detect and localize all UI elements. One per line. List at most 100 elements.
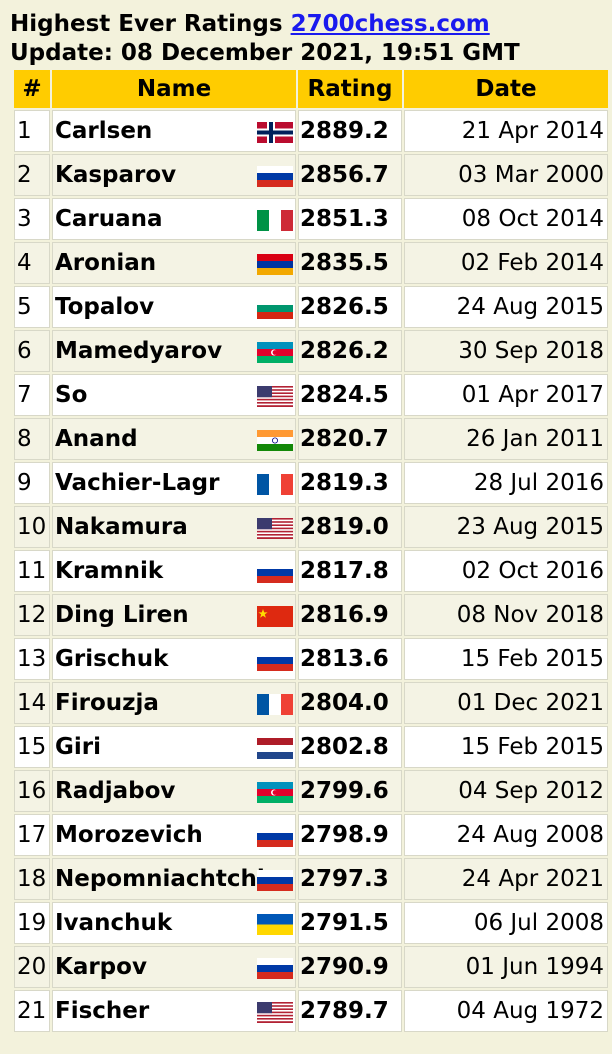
table-row: 20 Karpov 2790.9 01 Jun 1994 [14,946,608,988]
player-name[interactable]: Radjabov [55,778,176,804]
player-name-cell[interactable]: Caruana [52,198,296,240]
usa-flag-icon [257,386,293,407]
player-name[interactable]: Kasparov [55,162,177,188]
player-name[interactable]: Mamedyarov [55,338,223,364]
player-name[interactable]: Vachier-Lagr [55,470,220,496]
table-row: 18 Nepomniachtchi 2797.3 24 Apr 2021 [14,858,608,900]
player-name[interactable]: So [55,382,88,408]
player-name-cell[interactable]: Morozevich [52,814,296,856]
player-name[interactable]: Aronian [55,250,157,276]
player-name[interactable]: Karpov [55,954,147,980]
date-cell: 04 Sep 2012 [404,770,608,812]
player-name-cell[interactable]: Nakamura [52,506,296,548]
player-name-cell[interactable]: Grischuk [52,638,296,680]
player-name-cell[interactable]: Radjabov [52,770,296,812]
date-cell: 01 Dec 2021 [404,682,608,724]
player-name-cell[interactable]: Topalov [52,286,296,328]
russia-flag-icon [257,826,293,847]
rating-cell: 2798.9 [298,814,402,856]
player-name[interactable]: Nepomniachtchi [55,866,265,892]
rating-cell: 2820.7 [298,418,402,460]
date-cell: 30 Sep 2018 [404,330,608,372]
rank-cell: 14 [14,682,50,724]
player-name-cell[interactable]: Aronian [52,242,296,284]
table-row: 9 Vachier-Lagr 2819.3 28 Jul 2016 [14,462,608,504]
site-link[interactable]: 2700chess.com [290,11,490,37]
rank-cell: 21 [14,990,50,1032]
player-name[interactable]: Giri [55,734,101,760]
player-name-cell[interactable]: Vachier-Lagr [52,462,296,504]
date-cell: 08 Nov 2018 [404,594,608,636]
player-name[interactable]: Kramnik [55,558,164,584]
date-cell: 15 Feb 2015 [404,726,608,768]
date-cell: 23 Aug 2015 [404,506,608,548]
france-flag-icon [257,474,293,495]
norway-flag-icon [257,122,293,143]
date-cell: 08 Oct 2014 [404,198,608,240]
rating-cell: 2804.0 [298,682,402,724]
date-cell: 15 Feb 2015 [404,638,608,680]
rank-cell: 17 [14,814,50,856]
player-name[interactable]: Carlsen [55,118,153,144]
date-cell: 26 Jan 2011 [404,418,608,460]
player-name[interactable]: Ivanchuk [55,910,173,936]
column-header-date[interactable]: Date [404,70,608,108]
player-name[interactable]: Ding Liren [55,602,189,628]
netherlands-flag-icon [257,738,293,759]
rating-cell: 2789.7 [298,990,402,1032]
table-row: 11 Kramnik 2817.8 02 Oct 2016 [14,550,608,592]
player-name-cell[interactable]: So [52,374,296,416]
rating-cell: 2826.2 [298,330,402,372]
player-name[interactable]: Nakamura [55,514,188,540]
rank-cell: 13 [14,638,50,680]
column-header-rank[interactable]: # [14,70,50,108]
player-name-cell[interactable]: Giri [52,726,296,768]
player-name[interactable]: Firouzja [55,690,159,716]
player-name-cell[interactable]: Firouzja [52,682,296,724]
player-name[interactable]: Anand [55,426,138,452]
player-name-cell[interactable]: Nepomniachtchi [52,858,296,900]
table-row: 4 Aronian 2835.5 02 Feb 2014 [14,242,608,284]
player-name-cell[interactable]: Ding Liren [52,594,296,636]
usa-flag-icon [257,1002,293,1023]
table-row: 5 Topalov 2826.5 24 Aug 2015 [14,286,608,328]
column-header-rating[interactable]: Rating [298,70,402,108]
china-flag-icon [257,606,293,627]
date-cell: 04 Aug 1972 [404,990,608,1032]
table-row: 21 Fischer 2789.7 04 Aug 1972 [14,990,608,1032]
table-row: 2 Kasparov 2856.7 03 Mar 2000 [14,154,608,196]
date-cell: 21 Apr 2014 [404,110,608,152]
table-row: 13 Grischuk 2813.6 15 Feb 2015 [14,638,608,680]
table-row: 3 Caruana 2851.3 08 Oct 2014 [14,198,608,240]
rating-cell: 2816.9 [298,594,402,636]
rating-cell: 2817.8 [298,550,402,592]
update-timestamp: Update: 08 December 2021, 19:51 GMT [10,40,520,66]
rating-cell: 2826.5 [298,286,402,328]
rating-cell: 2856.7 [298,154,402,196]
player-name-cell[interactable]: Kramnik [52,550,296,592]
ukraine-flag-icon [257,914,293,935]
rating-cell: 2791.5 [298,902,402,944]
rank-cell: 3 [14,198,50,240]
player-name-cell[interactable]: Karpov [52,946,296,988]
player-name-cell[interactable]: Carlsen [52,110,296,152]
azerbaijan-flag-icon [257,782,293,803]
player-name-cell[interactable]: Ivanchuk [52,902,296,944]
date-cell: 28 Jul 2016 [404,462,608,504]
date-cell: 02 Feb 2014 [404,242,608,284]
rating-cell: 2835.5 [298,242,402,284]
player-name-cell[interactable]: Kasparov [52,154,296,196]
player-name[interactable]: Grischuk [55,646,169,672]
rank-cell: 6 [14,330,50,372]
column-header-name[interactable]: Name [52,70,296,108]
rank-cell: 18 [14,858,50,900]
player-name[interactable]: Fischer [55,998,150,1024]
player-name[interactable]: Caruana [55,206,163,232]
russia-flag-icon [257,562,293,583]
player-name-cell[interactable]: Mamedyarov [52,330,296,372]
player-name[interactable]: Morozevich [55,822,203,848]
player-name[interactable]: Topalov [55,294,155,320]
player-name-cell[interactable]: Anand [52,418,296,460]
player-name-cell[interactable]: Fischer [52,990,296,1032]
